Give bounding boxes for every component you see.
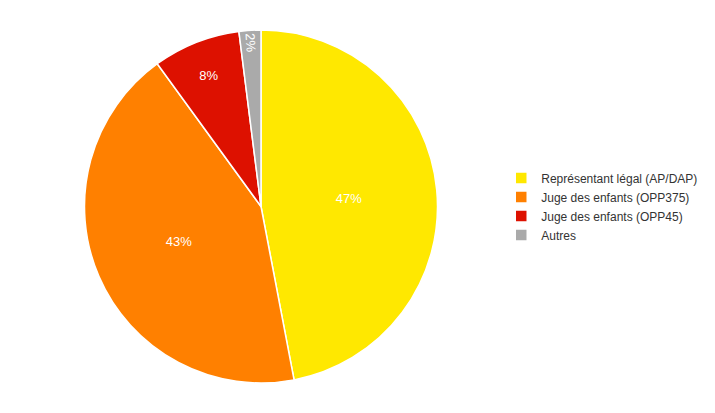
svg-text:47%: 47%: [336, 191, 362, 206]
svg-text:Représentant légal (AP/DAP): Représentant légal (AP/DAP): [541, 172, 697, 186]
svg-text:2%: 2%: [243, 33, 259, 53]
svg-text:Juge des enfants (OPP45): Juge des enfants (OPP45): [541, 210, 682, 224]
svg-text:Autres: Autres: [541, 229, 576, 243]
svg-text:Juge des enfants (OPP375): Juge des enfants (OPP375): [541, 191, 689, 205]
svg-text:43%: 43%: [166, 234, 192, 249]
svg-text:8%: 8%: [199, 68, 218, 83]
